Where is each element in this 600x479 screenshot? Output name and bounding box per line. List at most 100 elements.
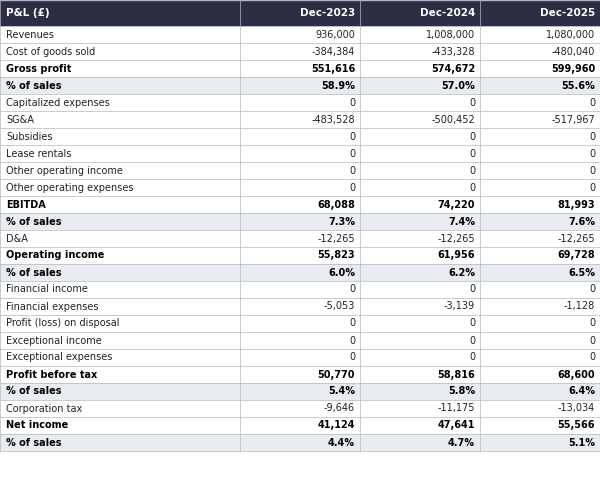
Text: 6.2%: 6.2% [448,267,475,277]
FancyBboxPatch shape [0,213,600,230]
FancyBboxPatch shape [0,383,600,400]
Text: % of sales: % of sales [6,387,62,397]
Text: 50,770: 50,770 [317,369,355,379]
Text: -5,053: -5,053 [323,301,355,311]
Text: -384,384: -384,384 [311,46,355,57]
FancyBboxPatch shape [0,179,600,196]
Text: 68,088: 68,088 [317,199,355,209]
Text: 7.3%: 7.3% [328,217,355,227]
Text: -12,265: -12,265 [437,233,475,243]
Text: 61,956: 61,956 [437,251,475,261]
Text: Gross profit: Gross profit [6,64,71,73]
Text: % of sales: % of sales [6,217,62,227]
Text: 1,008,000: 1,008,000 [426,30,475,39]
Text: -483,528: -483,528 [311,114,355,125]
FancyBboxPatch shape [0,26,600,43]
FancyBboxPatch shape [0,0,600,26]
Text: 0: 0 [469,166,475,175]
FancyBboxPatch shape [0,43,600,60]
Text: Profit before tax: Profit before tax [6,369,97,379]
Text: 0: 0 [589,166,595,175]
FancyBboxPatch shape [0,264,600,281]
Text: 74,220: 74,220 [437,199,475,209]
Text: P&L (£): P&L (£) [6,8,50,18]
Text: 69,728: 69,728 [557,251,595,261]
Text: 5.8%: 5.8% [448,387,475,397]
Text: 0: 0 [349,319,355,329]
Text: Cost of goods sold: Cost of goods sold [6,46,95,57]
Text: EBITDA: EBITDA [6,199,46,209]
Text: 0: 0 [469,132,475,141]
Text: Financial income: Financial income [6,285,88,295]
Text: 0: 0 [469,182,475,193]
Text: 0: 0 [349,285,355,295]
Text: 81,993: 81,993 [557,199,595,209]
Text: 0: 0 [589,319,595,329]
FancyBboxPatch shape [0,332,600,349]
Text: -1,128: -1,128 [564,301,595,311]
Text: 936,000: 936,000 [315,30,355,39]
FancyBboxPatch shape [0,298,600,315]
Text: -433,328: -433,328 [431,46,475,57]
Text: 0: 0 [349,166,355,175]
Text: 551,616: 551,616 [311,64,355,73]
FancyBboxPatch shape [0,349,600,366]
Text: 68,600: 68,600 [557,369,595,379]
FancyBboxPatch shape [0,434,600,451]
Text: 6.4%: 6.4% [568,387,595,397]
Text: Exceptional income: Exceptional income [6,335,102,345]
FancyBboxPatch shape [0,315,600,332]
Text: -12,265: -12,265 [557,233,595,243]
Text: Revenues: Revenues [6,30,54,39]
FancyBboxPatch shape [0,247,600,264]
Text: 4.7%: 4.7% [448,437,475,447]
Text: Other operating income: Other operating income [6,166,123,175]
Text: 0: 0 [349,132,355,141]
Text: 7.4%: 7.4% [448,217,475,227]
Text: 0: 0 [589,148,595,159]
Text: -13,034: -13,034 [558,403,595,413]
Text: Capitalized expenses: Capitalized expenses [6,98,110,107]
Text: -11,175: -11,175 [437,403,475,413]
Text: 0: 0 [469,319,475,329]
Text: 5.1%: 5.1% [568,437,595,447]
Text: % of sales: % of sales [6,80,62,91]
Text: 0: 0 [349,98,355,107]
Text: 1,080,000: 1,080,000 [546,30,595,39]
Text: 0: 0 [349,335,355,345]
Text: Profit (loss) on disposal: Profit (loss) on disposal [6,319,119,329]
Text: Operating income: Operating income [6,251,104,261]
FancyBboxPatch shape [0,94,600,111]
Text: Financial expenses: Financial expenses [6,301,98,311]
Text: -480,040: -480,040 [551,46,595,57]
Text: Dec-2025: Dec-2025 [540,8,595,18]
Text: 0: 0 [589,285,595,295]
Text: Dec-2023: Dec-2023 [300,8,355,18]
Text: 0: 0 [349,148,355,159]
Text: 0: 0 [469,148,475,159]
Text: 599,960: 599,960 [551,64,595,73]
Text: 6.5%: 6.5% [568,267,595,277]
FancyBboxPatch shape [0,400,600,417]
FancyBboxPatch shape [0,230,600,247]
Text: -517,967: -517,967 [551,114,595,125]
Text: % of sales: % of sales [6,267,62,277]
FancyBboxPatch shape [0,128,600,145]
Text: Other operating expenses: Other operating expenses [6,182,133,193]
Text: 574,672: 574,672 [431,64,475,73]
FancyBboxPatch shape [0,366,600,383]
Text: SG&A: SG&A [6,114,34,125]
FancyBboxPatch shape [0,111,600,128]
Text: Exceptional expenses: Exceptional expenses [6,353,112,363]
Text: 0: 0 [469,335,475,345]
Text: D&A: D&A [6,233,28,243]
Text: 0: 0 [349,182,355,193]
Text: 0: 0 [589,335,595,345]
Text: 0: 0 [349,353,355,363]
Text: 55,823: 55,823 [317,251,355,261]
Text: 57.0%: 57.0% [441,80,475,91]
Text: 5.4%: 5.4% [328,387,355,397]
FancyBboxPatch shape [0,281,600,298]
FancyBboxPatch shape [0,77,600,94]
FancyBboxPatch shape [0,196,600,213]
